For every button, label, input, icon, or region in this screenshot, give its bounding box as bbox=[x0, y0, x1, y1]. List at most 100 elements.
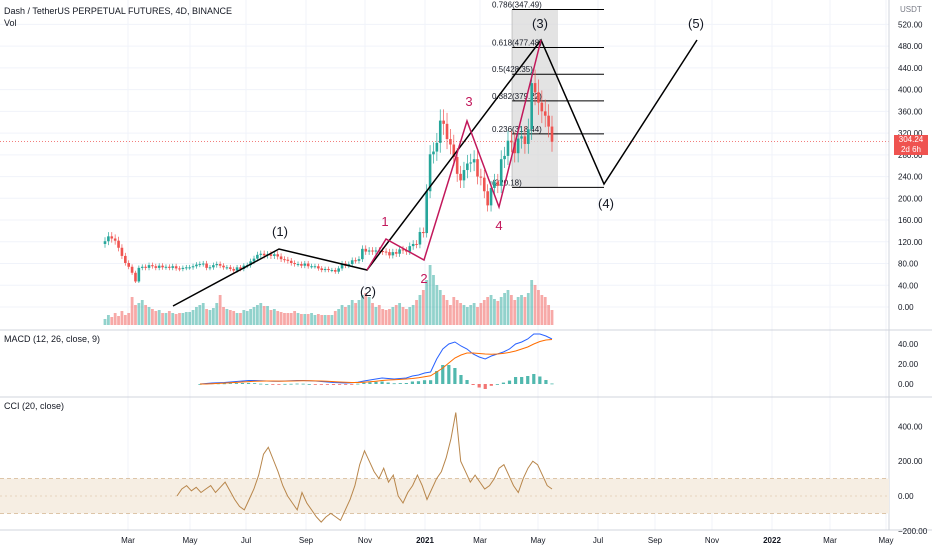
volume-bar bbox=[462, 305, 466, 325]
volume-bar bbox=[184, 312, 188, 325]
volume-bar bbox=[144, 305, 148, 325]
candle-body bbox=[137, 267, 141, 282]
time-tick-label: 2022 bbox=[763, 536, 781, 545]
volume-bar bbox=[178, 313, 181, 325]
macd-histogram-bar bbox=[532, 374, 536, 384]
volume-bar bbox=[113, 313, 117, 325]
candle-body bbox=[235, 267, 239, 271]
candle-body bbox=[130, 266, 134, 273]
candle-body bbox=[462, 170, 466, 181]
current-price-value: 304.24 bbox=[898, 135, 924, 144]
price-tick-label: 400.00 bbox=[898, 86, 923, 95]
candle-body bbox=[184, 267, 188, 269]
price-tick-label: 40.00 bbox=[898, 281, 919, 290]
candle-body bbox=[293, 262, 296, 265]
candle-body bbox=[103, 241, 107, 244]
volume-bar bbox=[222, 307, 225, 325]
volume-bar bbox=[415, 300, 418, 325]
candle-body bbox=[333, 270, 337, 272]
macd-tick-label: 40.00 bbox=[898, 340, 919, 349]
price-tick-label: 360.00 bbox=[898, 107, 923, 116]
bar-countdown: 2d 6h bbox=[900, 145, 922, 154]
candle-body bbox=[503, 155, 506, 160]
sub-wave-label: 4 bbox=[495, 218, 502, 233]
volume-bar bbox=[306, 314, 310, 325]
time-axis[interactable]: Mar May Jul Sep Nov 2021 Mar May Jul Sep Nov 2022 Ma… bbox=[121, 536, 893, 545]
primary-wave-label: (4) bbox=[598, 196, 614, 211]
price-tick-label: 440.00 bbox=[898, 64, 923, 73]
macd-histogram-bar bbox=[259, 383, 263, 385]
volume-bar bbox=[520, 295, 523, 325]
candle-body bbox=[543, 111, 547, 116]
candle-body bbox=[171, 266, 175, 268]
macd-histogram-bar bbox=[350, 384, 354, 385]
cci-title[interactable]: CCI (20, close) bbox=[4, 401, 65, 411]
candle-body bbox=[513, 142, 517, 154]
fib-level-label: (220.18) bbox=[492, 178, 522, 187]
volume-bar bbox=[106, 315, 110, 325]
volume-bar bbox=[110, 317, 114, 325]
volume-bar bbox=[249, 309, 253, 325]
macd-histogram-bar bbox=[222, 383, 226, 385]
candle-body bbox=[286, 259, 290, 261]
candle-body bbox=[361, 248, 364, 260]
candle-body bbox=[350, 260, 354, 265]
candle-body bbox=[144, 266, 147, 268]
candle-body bbox=[191, 266, 195, 268]
macd-histogram-bar bbox=[344, 384, 348, 385]
fibonacci-retracement[interactable]: 0.786(347.49) 0.618(477.48) 0.5(428.35) 0.3… bbox=[492, 0, 604, 188]
candle-body bbox=[157, 265, 161, 268]
sub-wave-label: 2 bbox=[420, 271, 427, 286]
macd-histogram-bar bbox=[398, 383, 402, 384]
candle-body bbox=[195, 264, 198, 267]
volume-bar bbox=[235, 313, 239, 325]
primary-wave-label: (1) bbox=[272, 224, 288, 239]
macd-histogram-bar bbox=[459, 375, 463, 384]
candle-body bbox=[415, 243, 418, 245]
time-tick-label: Jul bbox=[241, 536, 251, 545]
macd-histogram-bar bbox=[362, 382, 366, 384]
candle-body bbox=[489, 187, 493, 206]
volume-bar bbox=[550, 310, 554, 325]
volume-bar bbox=[367, 297, 371, 325]
volume-bar bbox=[198, 305, 202, 325]
pane-separators[interactable] bbox=[0, 0, 932, 531]
volume-bar bbox=[313, 315, 317, 325]
volume-bar bbox=[445, 300, 449, 325]
fib-level-label: 0.236(318.44) bbox=[492, 125, 542, 134]
candle-body bbox=[357, 259, 361, 261]
macd-histogram-bar bbox=[429, 380, 433, 384]
candle-body bbox=[442, 120, 445, 124]
elliott-wave-lines[interactable] bbox=[172, 38, 698, 307]
volume-bar bbox=[171, 313, 175, 325]
candle-body bbox=[428, 154, 432, 192]
candle-body bbox=[394, 252, 398, 254]
macd-title[interactable]: MACD (12, 26, close, 9) bbox=[4, 334, 101, 344]
volume-bar bbox=[272, 309, 276, 325]
macd-histogram-bar bbox=[265, 384, 269, 385]
volume-bar bbox=[438, 290, 442, 325]
time-tick-label: Sep bbox=[299, 536, 314, 545]
candle-body bbox=[506, 140, 510, 156]
volume-bar bbox=[320, 315, 324, 325]
volume-bar bbox=[364, 293, 368, 325]
volume-bar bbox=[509, 295, 513, 325]
macd-histogram-bar bbox=[465, 380, 469, 384]
cci-tick-label: 200.00 bbox=[898, 457, 923, 466]
candle-body bbox=[408, 246, 412, 252]
price-axis[interactable]: 520.00 480.00 440.00 400.00 360.00 320.00 280.… bbox=[898, 20, 928, 535]
macd-histogram-bar bbox=[380, 381, 384, 384]
candle-body bbox=[526, 129, 530, 144]
volume-bar bbox=[377, 305, 381, 325]
macd-histogram-bar bbox=[386, 382, 390, 384]
price-tick-label: 520.00 bbox=[898, 20, 923, 29]
volume-bar bbox=[452, 297, 456, 325]
symbol-title[interactable]: Dash / TetherUS PERPETUAL FUTURES, 4D, B… bbox=[4, 6, 233, 16]
volume-bar bbox=[530, 280, 534, 325]
candle-body bbox=[259, 253, 263, 255]
macd-histogram-bar bbox=[550, 383, 554, 385]
candle-body bbox=[269, 254, 273, 256]
volume-bar bbox=[211, 308, 215, 325]
volume-bar bbox=[164, 313, 168, 325]
